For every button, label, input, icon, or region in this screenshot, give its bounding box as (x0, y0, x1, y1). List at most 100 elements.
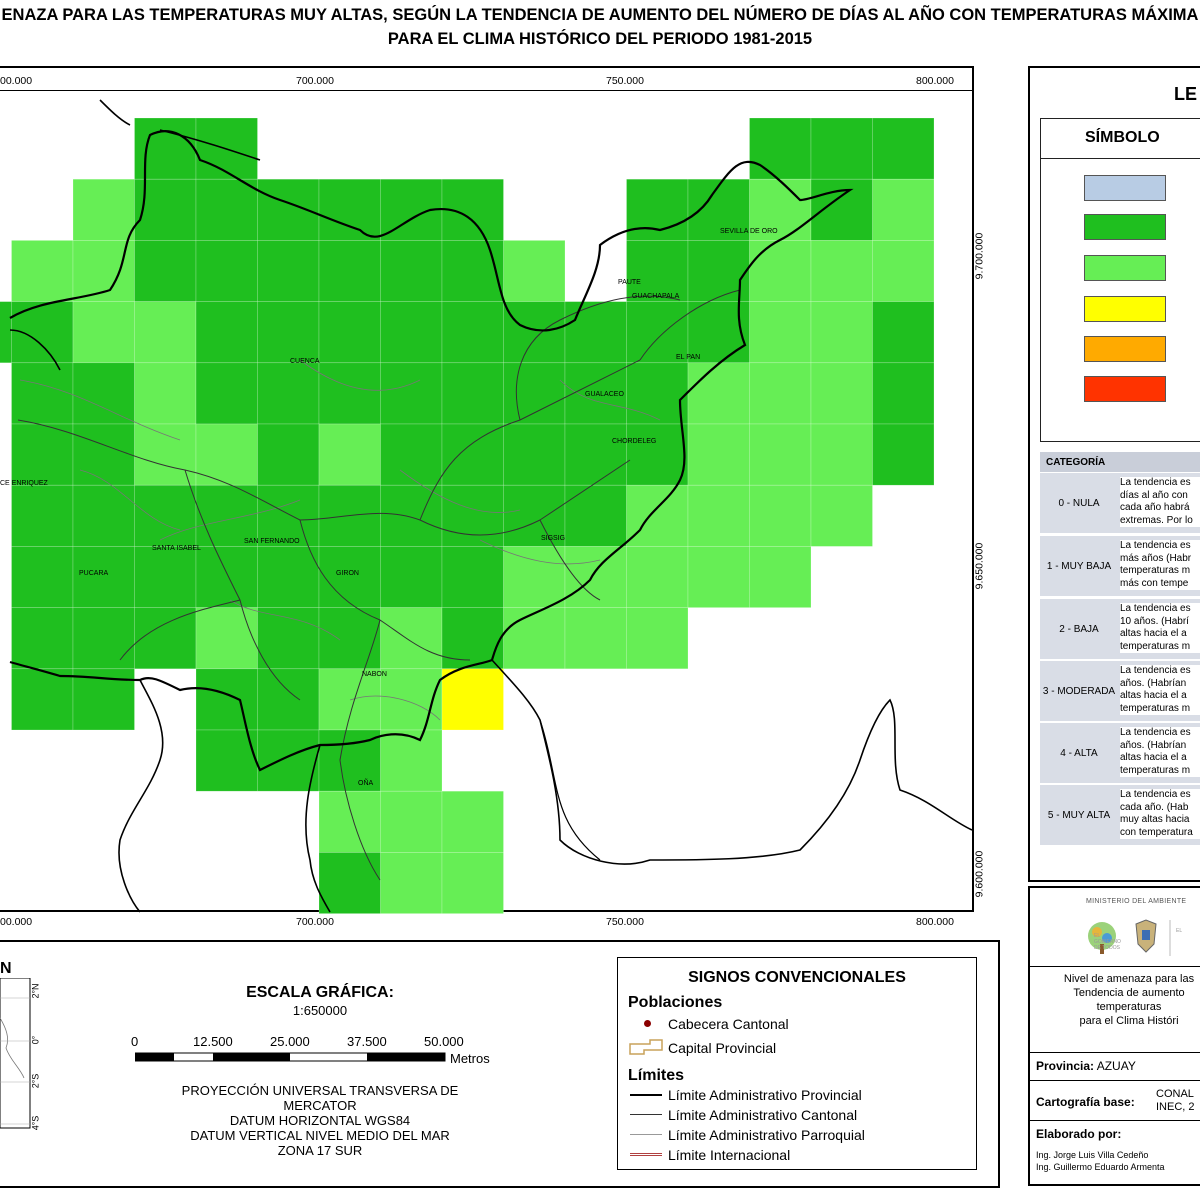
grid-cell (380, 729, 443, 792)
cantonal-label: Límite Administrativo Cantonal (668, 1107, 858, 1123)
poblaciones-header: Poblaciones (628, 994, 723, 1011)
grid-cell (872, 240, 935, 302)
place-sanfernando: SAN FERNANDO (244, 538, 300, 545)
gobierno-logo-icon: EL (1176, 928, 1182, 934)
grid-cell (318, 852, 381, 914)
cartografia-label: Cartografía base: (1036, 1095, 1135, 1109)
category-description-line: La tendencia es (1120, 603, 1191, 614)
category-description-line: La tendencia es (1120, 477, 1191, 488)
grid-cell (872, 117, 935, 180)
provincia-value: AZUAY (1096, 1059, 1136, 1073)
logos: EL (1088, 919, 1182, 956)
grid-cell (564, 301, 627, 364)
grid-cell (749, 362, 812, 425)
autor-1: Ing. Jorge Luis Villa Cedeño (1036, 1150, 1149, 1160)
swatch-muy-baja (1084, 214, 1166, 240)
grid-cell (626, 423, 689, 486)
scale-tick-2: 25.000 (270, 1034, 310, 1049)
category-row: 5 - MUY ALTA La tendencia es cada año. (Ha… (1040, 785, 1200, 845)
internacional-line-symbol (630, 1153, 662, 1156)
grid-cell (810, 362, 873, 425)
capital-label: Capital Provincial (668, 1040, 777, 1056)
place-elpan: EL PAN (676, 354, 701, 361)
grid-cell (318, 607, 381, 670)
grid-cell (318, 178, 381, 241)
info-divider-4 (1030, 1120, 1200, 1121)
grid-cell (503, 607, 566, 670)
inset-lat-4: 4°S (30, 1115, 41, 1131)
info-divider-1 (1030, 966, 1200, 967)
category-name: 4 - ALTA (1060, 747, 1098, 759)
grid-cell (749, 546, 812, 608)
grid-cell (134, 301, 197, 364)
caption-line: para el Clima Históri (1079, 1015, 1179, 1027)
grid-cell (318, 546, 381, 608)
provincial-label: Límite Administrativo Provincial (668, 1087, 862, 1103)
grid-cell (687, 546, 750, 608)
grid-cell (134, 607, 197, 670)
grid-cell (687, 484, 750, 547)
grid-cell (257, 240, 320, 302)
category-description-line: temperaturas m (1120, 764, 1191, 776)
grid-cell (134, 423, 197, 486)
category-description: La tendencia es 10 años. (Habrí altas haci… (1120, 603, 1200, 653)
inset-lat-3: 2°S (30, 1073, 41, 1089)
grid-cell (257, 362, 320, 425)
projection-line-1: PROYECCIÓN UNIVERSAL TRANSVERSA DE MERCA… (181, 1083, 459, 1113)
cantonal-lines (17, 289, 741, 881)
y-tick-1: 9.700.000 (973, 232, 986, 280)
grid-cell (380, 852, 443, 914)
grid-cell (380, 546, 443, 608)
projection-line-3: DATUM VERTICAL NIVEL MEDIO DEL MAR (190, 1128, 450, 1143)
boundaries (9, 99, 973, 913)
grid-cell (749, 240, 812, 302)
category-description-line: años. (Habrían (1120, 677, 1187, 689)
grid-cell (441, 423, 504, 486)
grid-cell (810, 178, 873, 241)
scale-bar (135, 1052, 446, 1062)
category-row: 0 - NULA La tendencia es días al año con ca… (1040, 473, 1200, 533)
signos-box (617, 957, 977, 1170)
projection-info: PROYECCIÓN UNIVERSAL TRANSVERSA DE MERCA… (155, 1083, 485, 1158)
cartografia-value: CONAL INEC, 2 (1156, 1088, 1195, 1114)
grid-cell (564, 607, 627, 670)
category-name: 1 - MUY BAJA (1046, 560, 1112, 572)
swatch-moderada (1084, 296, 1166, 322)
symbol-box (1040, 118, 1200, 442)
place-cuenca: CUENCA (290, 358, 320, 365)
grid-cell (749, 301, 812, 364)
grid-cell (72, 607, 135, 670)
grid-cell (11, 423, 74, 486)
x-tick-top-4: 800.000 (916, 75, 954, 87)
grid-cell (318, 362, 381, 425)
map-title-line2: PARA EL CLIMA HISTÓRICO DEL PERIODO 1981… (387, 30, 813, 48)
category-row: 2 - BAJA La tendencia es 10 años. (Habrí al… (1040, 599, 1200, 659)
grid-cell (11, 362, 74, 425)
grid-cell (11, 607, 74, 670)
swatch-muy-alta (1084, 376, 1166, 402)
inset-lat-1: 2°N (30, 983, 41, 999)
category-description: La tendencia es cada año. (Hab muy altas h… (1120, 789, 1200, 839)
category-description-line: cada año. (Hab (1120, 801, 1189, 813)
grid-cell (626, 607, 689, 670)
map-neatline (0, 90, 973, 911)
category-name: 0 - NULA (1058, 497, 1100, 509)
y-tick-3: 9.600.000 (973, 850, 986, 898)
place-camilo: CE ENRIQUEZ (0, 480, 48, 487)
grid-cell (441, 668, 504, 731)
grid-cell (872, 301, 935, 364)
place-giron: GIRON (336, 570, 359, 577)
grid-cell (195, 178, 258, 241)
grid-cell (318, 790, 381, 853)
grid-cell (441, 484, 504, 547)
grid-cell (72, 301, 135, 364)
grid-cell (503, 423, 566, 486)
grid-cell (195, 362, 258, 425)
inset-map (0, 978, 31, 1129)
info-panel (1028, 886, 1200, 1186)
grid-cell (810, 484, 873, 547)
grid-cell (318, 301, 381, 364)
category-description-line: La tendencia es (1120, 665, 1191, 676)
grid-cell (134, 362, 197, 425)
x-tick-bottom-2: 700.000 (296, 916, 334, 928)
